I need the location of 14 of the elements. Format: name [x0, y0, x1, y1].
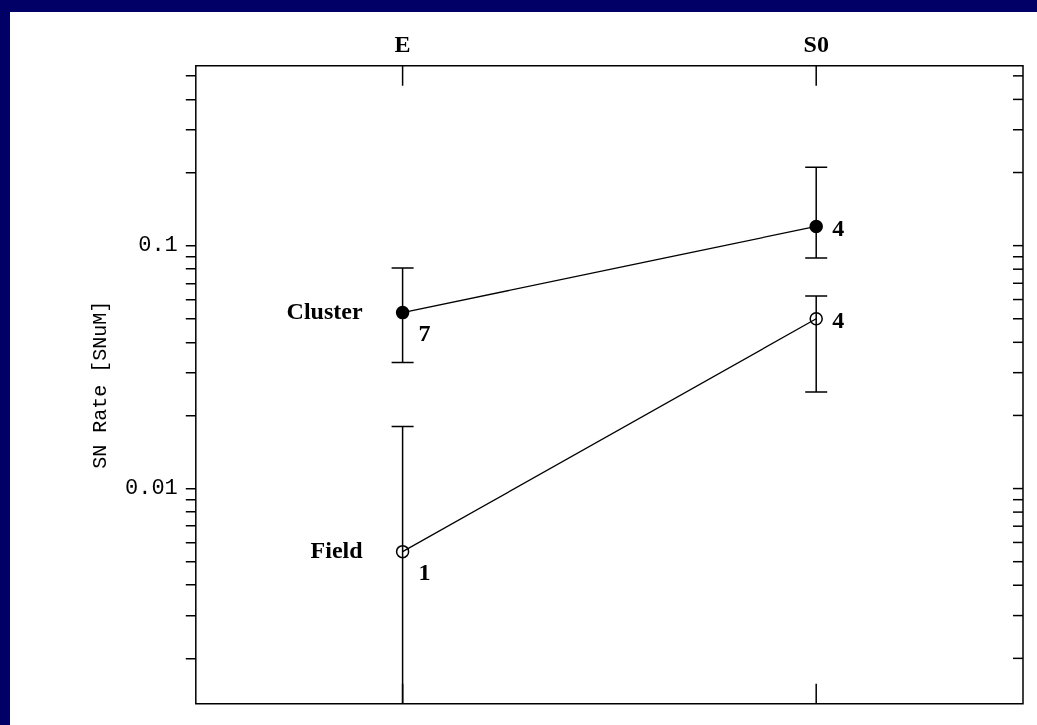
point — [395, 544, 410, 559]
point — [809, 312, 823, 326]
series-label: Field — [310, 536, 364, 563]
x-tick-label: S0 — [803, 30, 829, 57]
series-label: Cluster — [286, 297, 363, 324]
x-tick-label: E — [394, 30, 411, 57]
annotation: 7 — [418, 319, 431, 346]
annotation: 4 — [832, 214, 845, 241]
y-tick-label: 0.1 — [138, 233, 178, 259]
point — [395, 305, 410, 320]
annotation: 4 — [832, 306, 845, 333]
annotation: 1 — [418, 558, 431, 585]
y-axis-title: SN Rate [SNuM] — [89, 300, 113, 469]
y-tick-label: 0.01 — [125, 476, 178, 502]
